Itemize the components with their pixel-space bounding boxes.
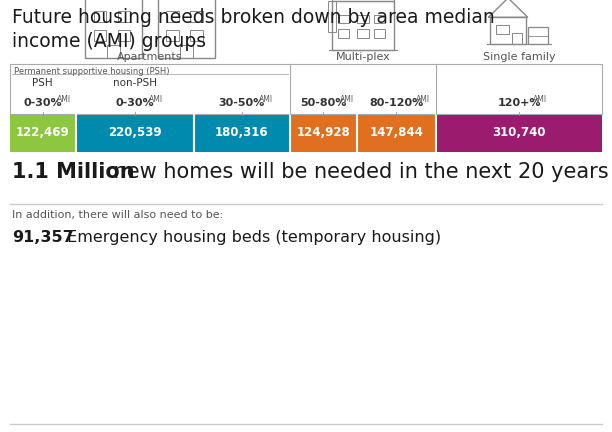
Text: Permanent supportive housing (PSH): Permanent supportive housing (PSH) [14, 67, 170, 76]
Bar [357, 15, 368, 23]
Bar [490, 17, 526, 44]
Text: 30-50%: 30-50% [218, 98, 265, 108]
Bar [436, 114, 602, 152]
Bar [94, 30, 106, 41]
Text: Single family: Single family [483, 52, 556, 62]
Bar [338, 15, 349, 23]
Bar [374, 29, 386, 38]
Text: PSH: PSH [32, 78, 53, 88]
Bar [328, 1, 336, 32]
Text: AMI: AMI [533, 95, 547, 104]
Bar [166, 11, 179, 22]
Bar [107, 45, 120, 58]
Bar [193, 114, 290, 152]
Bar [85, 0, 142, 58]
Bar [496, 25, 509, 34]
Bar [94, 11, 106, 22]
Bar [118, 11, 130, 22]
Text: new homes will be needed in the next 20 years: new homes will be needed in the next 20 … [107, 162, 608, 182]
Text: In addition, there will also need to be:: In addition, there will also need to be: [12, 210, 223, 220]
Bar [190, 11, 203, 22]
Bar [10, 64, 602, 114]
Text: AMI: AMI [416, 95, 430, 104]
Bar [528, 28, 548, 44]
Bar [332, 1, 394, 50]
Text: 310,740: 310,740 [493, 127, 546, 140]
Text: 80-120%: 80-120% [369, 98, 424, 108]
Text: 180,316: 180,316 [215, 127, 269, 140]
Bar [158, 0, 215, 58]
Bar [190, 30, 203, 41]
Text: 0-30%: 0-30% [23, 98, 62, 108]
Text: AMI: AMI [340, 95, 354, 104]
Bar [357, 29, 368, 38]
Text: Apartments: Apartments [118, 52, 183, 62]
Text: AMI: AMI [149, 95, 163, 104]
Bar [290, 114, 357, 152]
Text: AMI: AMI [259, 95, 273, 104]
Bar [357, 114, 436, 152]
Text: 124,928: 124,928 [297, 127, 350, 140]
Text: 50-80%: 50-80% [300, 98, 346, 108]
Bar [332, 0, 394, 1]
Text: non-PSH: non-PSH [113, 78, 157, 88]
Bar [75, 114, 193, 152]
Bar [374, 15, 386, 23]
Text: 122,469: 122,469 [16, 127, 70, 140]
Text: Multi-plex: Multi-plex [335, 52, 390, 62]
Text: Future housing needs broken down by area median: Future housing needs broken down by area… [12, 8, 494, 27]
Text: Emergency housing beds (temporary housing): Emergency housing beds (temporary housin… [62, 230, 441, 245]
Bar [10, 114, 75, 152]
Text: 91,357: 91,357 [12, 230, 74, 245]
Text: 0-30%: 0-30% [115, 98, 154, 108]
Text: 220,539: 220,539 [108, 127, 162, 140]
Text: 147,844: 147,844 [370, 127, 424, 140]
Bar [512, 33, 522, 44]
Bar [118, 30, 130, 41]
Bar [180, 45, 193, 58]
Text: income (AMI) groups: income (AMI) groups [12, 32, 206, 51]
Bar [166, 30, 179, 41]
Text: AMI: AMI [57, 95, 71, 104]
Bar [338, 29, 349, 38]
Text: 120+%: 120+% [498, 98, 541, 108]
Text: 1.1 Million: 1.1 Million [12, 162, 135, 182]
